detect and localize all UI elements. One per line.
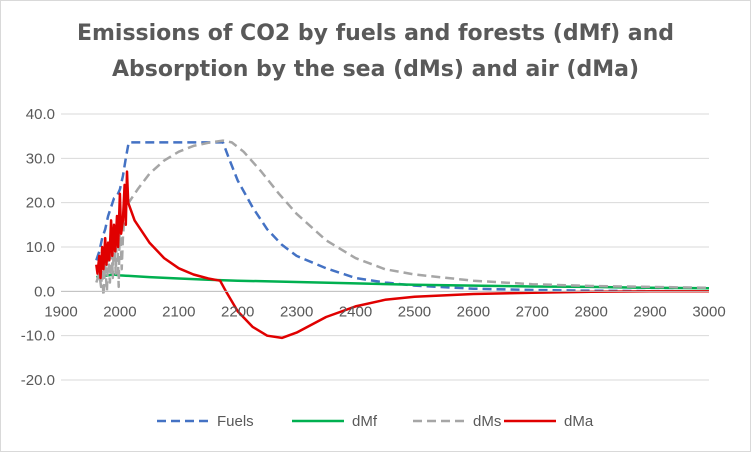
legend-label-dma: dMa bbox=[564, 413, 594, 430]
gridlines bbox=[61, 113, 709, 381]
series-lines bbox=[95, 139, 710, 340]
x-tick-label: 2100 bbox=[162, 303, 195, 320]
y-tick-label: 10.0 bbox=[26, 239, 55, 256]
x-tick-label: 2500 bbox=[398, 303, 431, 320]
legend-label-fuels: Fuels bbox=[217, 413, 254, 430]
y-tick-label: 20.0 bbox=[26, 195, 55, 212]
x-tick-label: 2900 bbox=[633, 303, 666, 320]
chart-title-line-2: Absorption by the sea (dMs) and air (dMa… bbox=[111, 57, 639, 82]
x-tick-label: 2600 bbox=[457, 303, 490, 320]
y-axis: 40.0 30.0 20.0 10.0 0.0 -10.0 -20.0 bbox=[21, 106, 55, 389]
y-tick-label: 0.0 bbox=[34, 283, 55, 300]
x-tick-label: 3000 bbox=[692, 303, 725, 320]
x-tick-label: 2700 bbox=[516, 303, 549, 320]
legend-label-dmf: dMf bbox=[352, 413, 378, 430]
series-line-dma bbox=[95, 170, 709, 340]
y-tick-label: 30.0 bbox=[26, 150, 55, 167]
legend-label-dms: dMs bbox=[473, 413, 501, 430]
x-tick-label: 1900 bbox=[44, 303, 77, 320]
series-line-fuels bbox=[95, 141, 710, 293]
y-tick-label: -20.0 bbox=[21, 372, 55, 389]
x-tick-label: 2000 bbox=[103, 303, 136, 320]
chart-title: Emissions of CO2 by fuels and forests (d… bbox=[0, 16, 751, 88]
y-tick-label: -10.0 bbox=[21, 328, 55, 345]
y-tick-label: 40.0 bbox=[26, 106, 55, 123]
legend: Fuels dMf dMs dMa bbox=[157, 413, 594, 430]
chart-title-line-1: Emissions of CO2 by fuels and forests (d… bbox=[76, 21, 675, 46]
x-axis: 1900 2000 2100 2200 2300 2400 2500 2600 2700 2800… bbox=[44, 290, 726, 320]
series-line-dms bbox=[95, 139, 710, 298]
x-tick-label: 2400 bbox=[339, 303, 372, 320]
series-line-dmf bbox=[96, 273, 710, 290]
x-tick-label: 2300 bbox=[280, 303, 313, 320]
x-tick-label: 2800 bbox=[574, 303, 607, 320]
x-tick-label: 2200 bbox=[221, 303, 254, 320]
